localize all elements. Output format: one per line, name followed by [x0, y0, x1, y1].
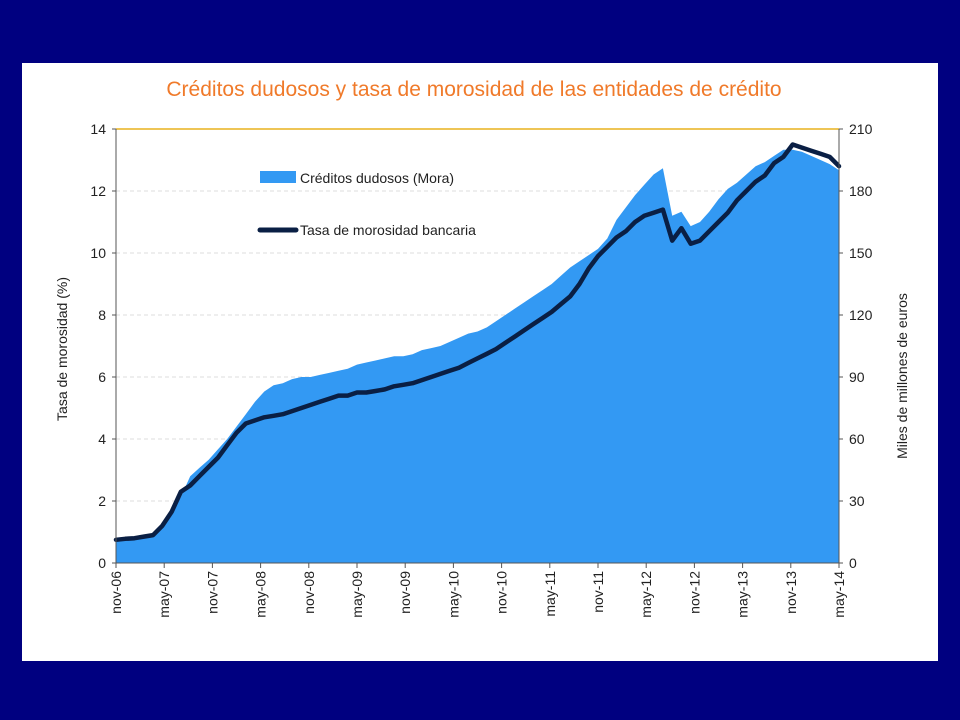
left-axis-ticks: 0 2 4 6 8 10 12 14 [90, 121, 116, 571]
right-tick-label-5: 150 [849, 245, 873, 261]
slide-panel: Créditos dudosos y tasa de morosidad de … [22, 63, 938, 661]
left-tick-label-1: 2 [98, 493, 106, 509]
delinquency-rate-line-group [113, 142, 842, 543]
left-tick-label-7: 14 [90, 121, 106, 137]
x-tick-label-3: may-08 [253, 571, 269, 618]
x-tick-label-9: may-11 [542, 571, 558, 617]
legend: Créditos dudosos (Mora) Tasa de morosida… [257, 170, 476, 238]
x-tick-label-0: nov-06 [108, 571, 124, 614]
left-tick-label-0: 0 [98, 555, 106, 571]
chart-title: Créditos dudosos y tasa de morosidad de … [166, 78, 781, 101]
x-tick-label-11: may-12 [638, 571, 654, 618]
right-tick-label-0: 0 [849, 555, 857, 571]
left-tick-label-6: 12 [90, 183, 106, 199]
x-tick-label-6: nov-09 [397, 571, 413, 614]
x-tick-label-13: may-13 [735, 571, 751, 618]
right-tick-label-7: 210 [849, 121, 873, 137]
x-axis-ticks: nov-06 may-07 nov-07 may-08 nov-08 may-09 nov-… [108, 563, 847, 618]
x-tick-label-10: nov-11 [590, 571, 606, 613]
x-tick-label-14: nov-13 [783, 571, 799, 614]
left-tick-label-3: 6 [98, 369, 106, 385]
legend-swatch-area [260, 171, 296, 183]
right-axis-ticks: 0 30 60 90 120 150 180 210 [839, 121, 873, 571]
left-axis-label: Tasa de morosidad (%) [54, 277, 70, 421]
right-tick-label-1: 30 [849, 493, 865, 509]
right-axis-label: Miles de millones de euros [894, 293, 910, 459]
x-tick-label-1: may-07 [156, 571, 172, 618]
x-tick-label-8: nov-10 [494, 571, 510, 614]
legend-label-area: Créditos dudosos (Mora) [300, 170, 454, 186]
x-tick-label-15: may-14 [831, 571, 847, 618]
left-tick-label-2: 4 [98, 431, 106, 447]
legend-label-line: Tasa de morosidad bancaria [300, 222, 476, 238]
right-tick-label-6: 180 [849, 183, 873, 199]
delinquency-rate-line [113, 142, 842, 543]
x-tick-label-4: nov-08 [301, 571, 317, 614]
right-tick-label-2: 60 [849, 431, 865, 447]
x-tick-label-5: may-09 [349, 571, 365, 618]
x-tick-label-2: nov-07 [204, 571, 220, 614]
x-tick-label-7: may-10 [445, 571, 461, 618]
x-tick-label-12: nov-12 [686, 571, 702, 614]
right-tick-label-3: 90 [849, 369, 865, 385]
right-tick-label-4: 120 [849, 307, 873, 323]
axes [115, 128, 840, 564]
left-tick-label-4: 8 [98, 307, 106, 323]
chart: Créditos dudosos y tasa de morosidad de … [54, 78, 910, 618]
left-tick-label-5: 10 [90, 245, 106, 261]
